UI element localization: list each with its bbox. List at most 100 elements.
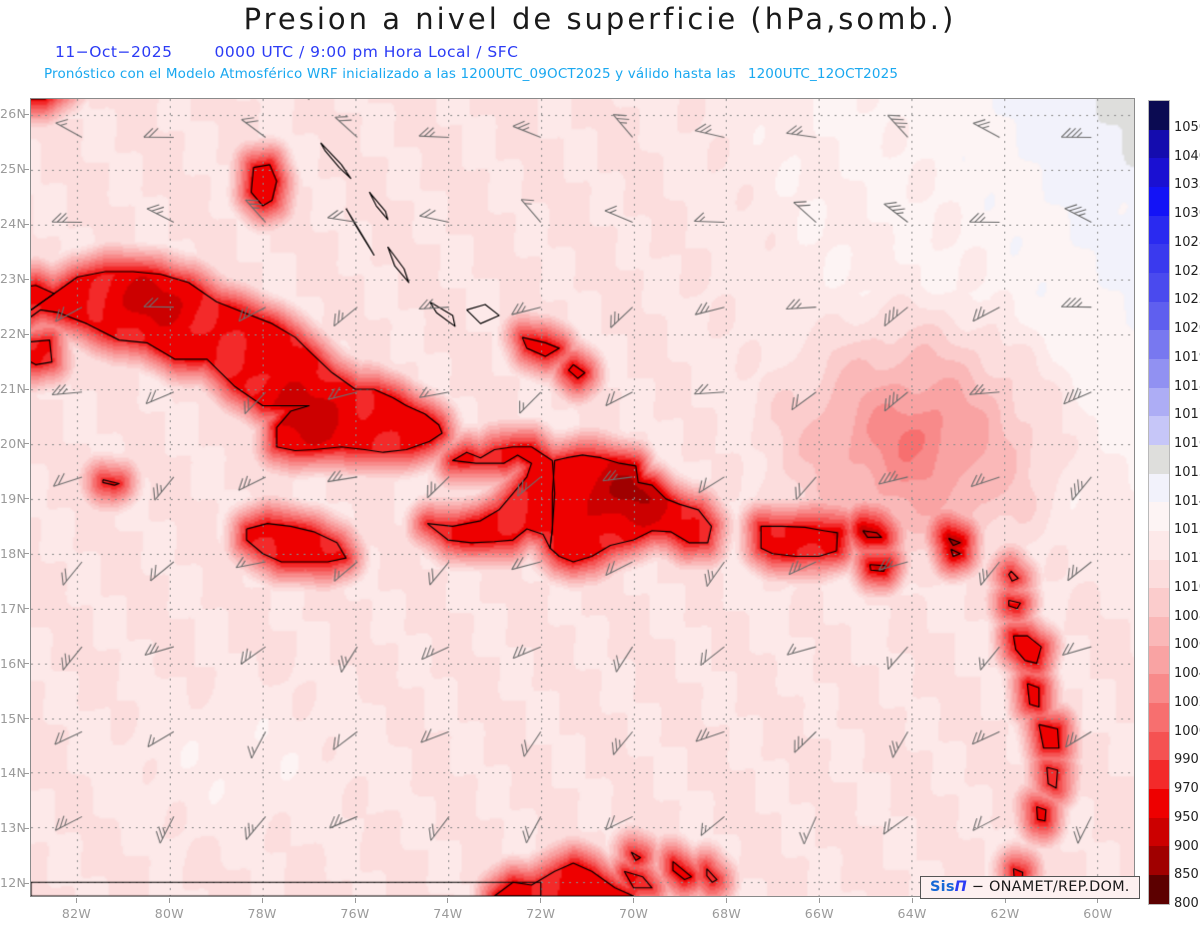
logo-sis-text: Sis bbox=[930, 879, 955, 895]
colorbar-band bbox=[1149, 187, 1169, 216]
colorbar-band bbox=[1149, 445, 1169, 474]
colorbar-tick-label: 1002 bbox=[1174, 694, 1200, 710]
colorbar-tick-label: 990 bbox=[1174, 752, 1199, 768]
colorbar-band bbox=[1149, 215, 1169, 245]
lon-tick-mark bbox=[725, 898, 727, 903]
map-canvas bbox=[31, 99, 1134, 896]
colorbar-tick-label: 1015 bbox=[1174, 464, 1200, 480]
colorbar-tick-label: 1014 bbox=[1174, 493, 1200, 509]
lon-tick-mark bbox=[633, 898, 635, 903]
lon-tick-mark bbox=[1097, 898, 1099, 903]
lon-tick-mark bbox=[911, 898, 913, 903]
colorbar-tick-label: 1020 bbox=[1174, 321, 1200, 336]
lon-tick-mark bbox=[447, 898, 449, 903]
colorbar-band bbox=[1149, 731, 1169, 761]
lat-tick-label: 17N bbox=[0, 600, 27, 616]
lat-tick-label: 23N bbox=[0, 271, 27, 287]
lat-tick-mark bbox=[24, 827, 29, 829]
lon-tick-mark bbox=[354, 898, 356, 903]
lat-tick-mark bbox=[24, 168, 29, 170]
forecast-date: 11−Oct−2025 bbox=[55, 43, 173, 61]
colorbar-band bbox=[1149, 875, 1169, 904]
lon-tick-label: 72W bbox=[526, 906, 556, 921]
colorbar-tick-label: 1030 bbox=[1174, 206, 1200, 221]
lat-tick-mark bbox=[24, 772, 29, 774]
colorbar-tick-label: 800 bbox=[1174, 896, 1199, 911]
lat-tick-mark bbox=[24, 333, 29, 335]
lat-tick-mark bbox=[24, 388, 29, 390]
colorbar-tick-label: 1016 bbox=[1174, 436, 1200, 451]
lon-tick-label: 82W bbox=[61, 906, 91, 921]
colorbar-band bbox=[1149, 559, 1169, 589]
lat-tick-label: 22N bbox=[0, 326, 27, 342]
lat-tick-mark bbox=[24, 113, 29, 115]
colorbar-tick-label: 1028 bbox=[1174, 234, 1200, 250]
lon-tick-label: 68W bbox=[711, 906, 741, 921]
agency-logo-box: SisΠ − ONAMET/REP.DOM. bbox=[920, 876, 1140, 899]
model-description-line: Pronóstico con el Modelo Atmosférico WRF… bbox=[44, 66, 898, 82]
colorbar-tick-label: 900 bbox=[1174, 838, 1199, 854]
colorbar-tick-label: 1010 bbox=[1174, 579, 1200, 595]
lon-tick-mark bbox=[1004, 898, 1006, 903]
lat-tick-label: 16N bbox=[0, 655, 27, 671]
pressure-colorbar bbox=[1148, 100, 1170, 905]
lat-tick-mark bbox=[24, 663, 29, 665]
lon-tick-mark bbox=[540, 898, 542, 903]
colorbar-tick-label: 1004 bbox=[1174, 666, 1200, 681]
lat-tick-label: 21N bbox=[0, 381, 27, 397]
lat-tick-label: 20N bbox=[0, 435, 27, 451]
colorbar-band bbox=[1149, 617, 1169, 646]
lat-tick-mark bbox=[24, 553, 29, 555]
colorbar-band bbox=[1149, 789, 1169, 818]
forecast-time: 0000 UTC / 9:00 pm Hora Local / SFC bbox=[214, 43, 519, 61]
colorbar-band bbox=[1149, 330, 1169, 360]
colorbar-tick-label: 1018 bbox=[1174, 378, 1200, 394]
colorbar-tick-label: 1022 bbox=[1174, 292, 1200, 308]
lat-tick-label: 18N bbox=[0, 545, 27, 561]
lon-tick-label: 74W bbox=[433, 906, 463, 921]
colorbar-tick-label: 1012 bbox=[1174, 551, 1200, 566]
lat-tick-label: 19N bbox=[0, 490, 27, 506]
chart-header: Presion a nivel de superficie (hPa,somb.… bbox=[0, 0, 1200, 95]
colorbar-band bbox=[1149, 703, 1169, 732]
colorbar-band bbox=[1149, 502, 1169, 532]
colorbar-band bbox=[1149, 846, 1169, 876]
colorbar-band bbox=[1149, 674, 1169, 704]
lon-tick-label: 76W bbox=[340, 906, 370, 921]
lon-tick-mark bbox=[261, 898, 263, 903]
lat-tick-label: 13N bbox=[0, 820, 27, 836]
valid-time-line: 11−Oct−2025 0000 UTC / 9:00 pm Hora Local… bbox=[55, 43, 519, 61]
colorbar-tick-label: 1019 bbox=[1174, 349, 1200, 365]
colorbar-tick-label: 1040 bbox=[1174, 148, 1200, 164]
colorbar-band bbox=[1149, 817, 1169, 847]
colorbar-tick-label: 1000 bbox=[1174, 723, 1200, 739]
lon-tick-label: 62W bbox=[990, 906, 1020, 921]
lat-tick-mark bbox=[24, 223, 29, 225]
lat-tick-mark bbox=[24, 278, 29, 280]
colorbar-band bbox=[1149, 760, 1169, 790]
colorbar-band bbox=[1149, 387, 1169, 417]
lon-tick-label: 60W bbox=[1083, 906, 1113, 921]
colorbar-tick-label: 970 bbox=[1174, 781, 1199, 796]
logo-agency-text: − ONAMET/REP.DOM. bbox=[971, 879, 1130, 895]
lat-tick-mark bbox=[24, 498, 29, 500]
lon-tick-label: 70W bbox=[618, 906, 649, 921]
logo-pi-icon: Π bbox=[954, 879, 967, 895]
colorbar-band bbox=[1149, 531, 1169, 560]
lon-tick-label: 78W bbox=[247, 906, 277, 921]
lon-tick-label: 80W bbox=[154, 906, 184, 921]
page-title: Presion a nivel de superficie (hPa,somb.… bbox=[243, 2, 957, 36]
colorbar-band bbox=[1149, 273, 1169, 302]
colorbar-band bbox=[1149, 645, 1169, 675]
colorbar-band bbox=[1149, 301, 1169, 331]
lat-tick-label: 15N bbox=[0, 710, 27, 726]
colorbar-tick-label: 1017 bbox=[1174, 407, 1200, 423]
colorbar-band bbox=[1149, 473, 1169, 503]
lat-tick-label: 24N bbox=[0, 216, 27, 232]
lat-tick-mark bbox=[24, 608, 29, 610]
colorbar-band bbox=[1149, 101, 1169, 130]
colorbar-tick-label: 1008 bbox=[1174, 608, 1200, 624]
lon-tick-mark bbox=[75, 898, 77, 903]
colorbar-tick-label: 1006 bbox=[1174, 637, 1200, 653]
pressure-colorbar-labels: 1050 1040 1035 1030 1028 1025 1022 1020 1019 1018… bbox=[1174, 100, 1200, 911]
